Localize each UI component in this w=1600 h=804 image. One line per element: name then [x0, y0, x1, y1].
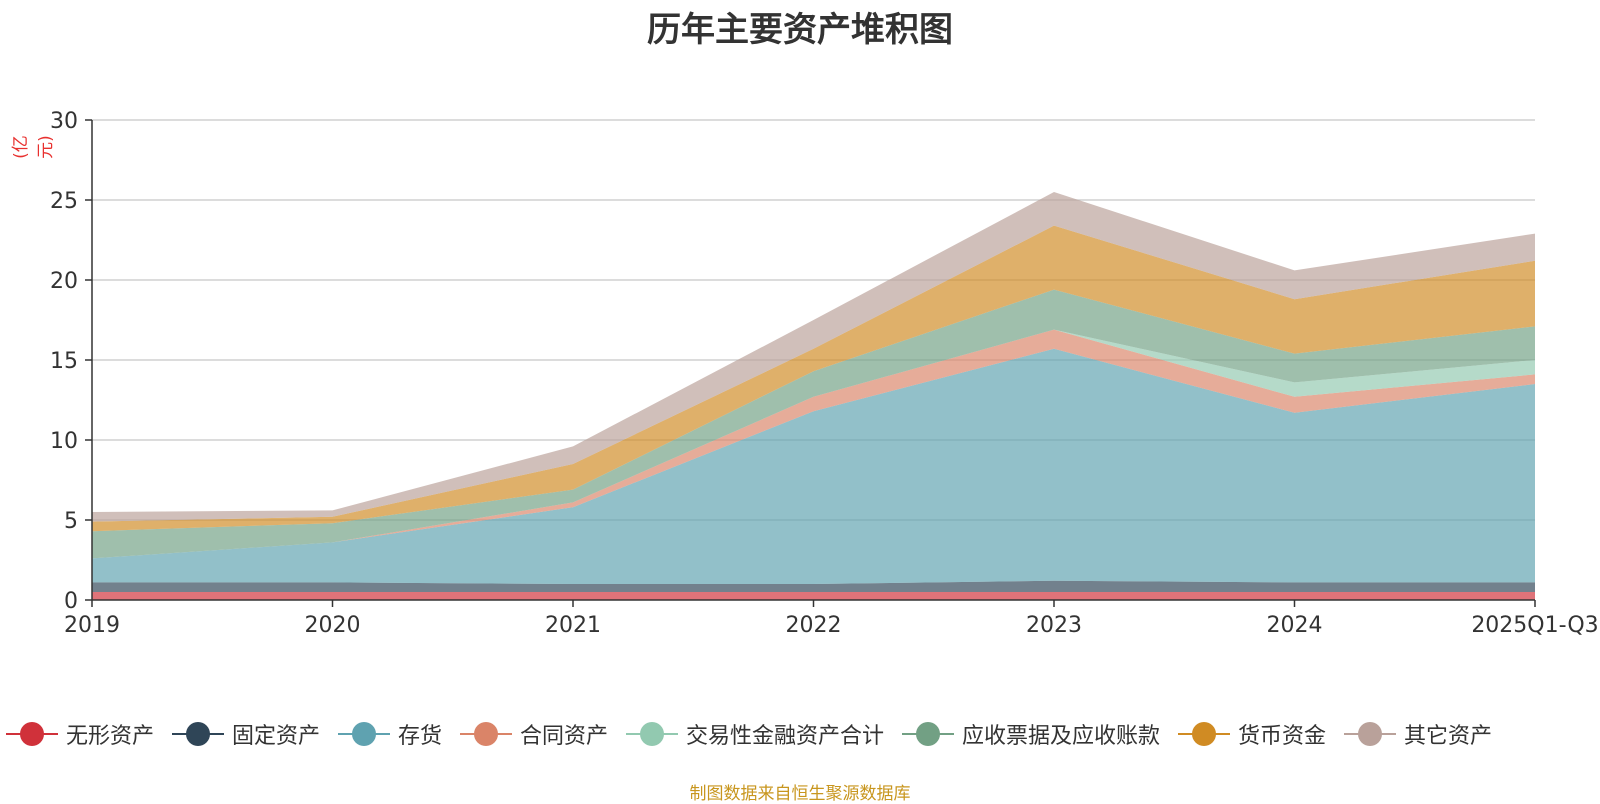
- legend-label: 交易性金融资产合计: [686, 724, 885, 749]
- y-tick-label: 25: [50, 189, 78, 214]
- legend-item-0[interactable]: 无形资产: [6, 718, 154, 750]
- y-tick-label: 30: [50, 109, 78, 134]
- area-series-1: [92, 580, 1535, 592]
- area-series-2: [92, 348, 1535, 584]
- tick-labels: 0 5 10 15 20 25 30 2019 2020 2021 2022 2023 2024 2025…: [50, 109, 1599, 638]
- legend-marker-icon: [338, 718, 390, 750]
- source-note: 制图数据来自恒生聚源数据库: [689, 784, 911, 804]
- x-tick-label: 2025Q1-Q3: [1471, 613, 1598, 638]
- legend: 无形资产 固定资产 存货 合同资产 交易性金融资产合计 应收票据及应收账款 货币资金 其它资产: [0, 718, 1600, 750]
- area-series: [92, 192, 1535, 600]
- legend-marker-icon: [1178, 718, 1230, 750]
- chart-title: 历年主要资产堆积图: [647, 10, 953, 50]
- y-tick-label: 20: [50, 269, 78, 294]
- legend-marker-icon: [626, 718, 678, 750]
- legend-label: 应收票据及应收账款: [962, 724, 1161, 749]
- legend-item-4[interactable]: 交易性金融资产合计: [626, 718, 884, 750]
- legend-item-3[interactable]: 合同资产: [460, 718, 608, 750]
- area-series-5: [92, 289, 1535, 559]
- y-tick-label: 10: [50, 429, 78, 454]
- legend-item-7[interactable]: 其它资产: [1344, 718, 1492, 750]
- legend-item-2[interactable]: 存货: [338, 718, 442, 750]
- x-tick-label: 2022: [786, 613, 842, 638]
- x-tick-label: 2019: [64, 613, 120, 638]
- legend-label: 合同资产: [520, 724, 609, 749]
- legend-marker-icon: [6, 718, 58, 750]
- legend-item-6[interactable]: 货币资金: [1178, 718, 1326, 750]
- legend-label: 无形资产: [66, 724, 155, 749]
- legend-label: 其它资产: [1404, 724, 1493, 749]
- area-series-6: [92, 225, 1535, 532]
- legend-item-1[interactable]: 固定资产: [172, 718, 320, 750]
- legend-marker-icon: [1344, 718, 1396, 750]
- x-tick-label: 2024: [1267, 613, 1323, 638]
- legend-label: 固定资产: [232, 724, 321, 749]
- legend-marker-icon: [902, 718, 954, 750]
- x-tick-label: 2023: [1026, 613, 1082, 638]
- area-series-0: [92, 592, 1535, 600]
- legend-label: 货币资金: [1238, 724, 1327, 749]
- legend-marker-icon: [460, 718, 512, 750]
- legend-marker-icon: [172, 718, 224, 750]
- y-tick-label: 15: [50, 349, 78, 374]
- y-tick-label: 5: [64, 509, 78, 534]
- legend-item-5[interactable]: 应收票据及应收账款: [902, 718, 1160, 750]
- legend-label: 存货: [398, 724, 443, 749]
- x-tick-label: 2021: [545, 613, 601, 638]
- y-tick-label: 0: [64, 589, 78, 614]
- x-tick-label: 2020: [305, 613, 361, 638]
